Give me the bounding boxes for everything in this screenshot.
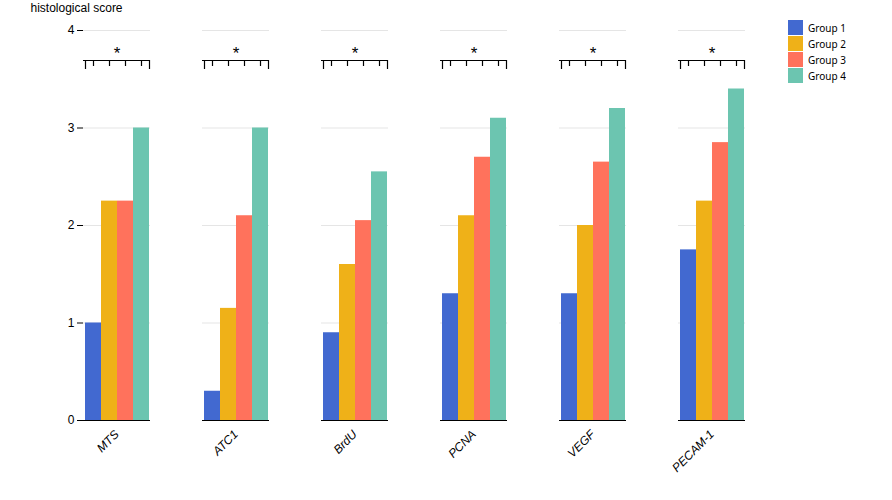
svg-text:histological score: histological score [31, 1, 123, 15]
svg-text:PCNA: PCNA [445, 427, 478, 460]
html-text:Group 2: Group 2 [808, 36, 846, 51]
svg-text:BrdU: BrdU [331, 427, 360, 456]
svg-text:1: 1 [68, 316, 75, 330]
svg-text:ATC1: ATC1 [209, 427, 241, 459]
svg-text:*: * [233, 44, 240, 63]
svg-text:2: 2 [68, 218, 75, 232]
svg-text:*: * [471, 44, 478, 63]
svg-text:*: * [709, 44, 716, 63]
svg-text:4: 4 [68, 23, 75, 37]
svg-text:PECAM-1: PECAM-1 [669, 427, 717, 475]
svg-text:*: * [114, 44, 121, 63]
svg-text:0: 0 [68, 413, 75, 427]
html-text:Group 4: Group 4 [808, 68, 846, 83]
svg-text:*: * [352, 44, 359, 63]
html-text:Group 1: Group 1 [808, 20, 846, 35]
html-text:Group 3: Group 3 [808, 52, 846, 67]
svg-text:3: 3 [68, 121, 75, 135]
svg-text:MTS: MTS [94, 427, 122, 455]
svg-text:VEGF: VEGF [565, 427, 598, 460]
svg-text:*: * [590, 44, 597, 63]
